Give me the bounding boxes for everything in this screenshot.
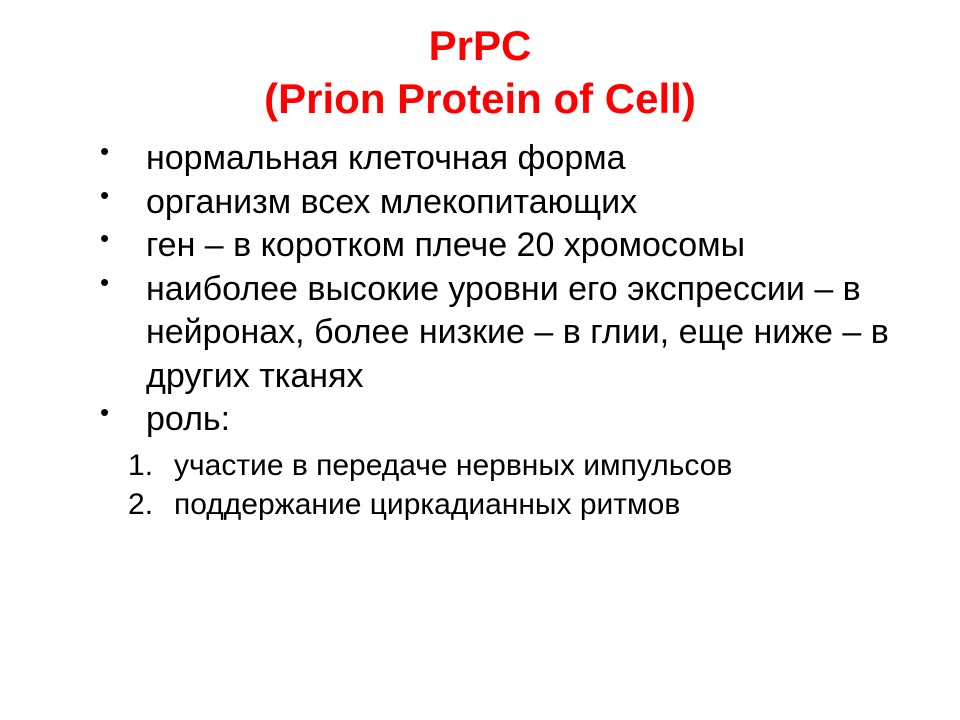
bullet-text: организм всех млекопитающих (146, 183, 637, 221)
list-item: организм всех млекопитающих (100, 181, 920, 225)
numbered-list: участие в передаче нервных импульсов под… (40, 446, 920, 524)
list-item: участие в передаче нервных импульсов (128, 446, 920, 485)
slide-title: PrPC (Prion Protein of Cell) (40, 20, 920, 125)
bullet-list: нормальная клеточная форма организм всех… (40, 137, 920, 442)
bullet-text: нормальная клеточная форма (146, 139, 626, 177)
title-line-2: (Prion Protein of Cell) (40, 73, 920, 126)
list-item: поддержание циркадианных ритмов (128, 485, 920, 524)
numbered-text: поддержание циркадианных ритмов (174, 488, 680, 521)
list-item: роль: (100, 398, 920, 442)
numbered-text: участие в передаче нервных импульсов (174, 449, 732, 482)
list-item: наиболее высокие уровни его экспрессии –… (100, 268, 920, 399)
title-line-1: PrPC (40, 20, 920, 73)
bullet-text: ген – в коротком плече 20 хромосомы (146, 226, 745, 264)
list-item: ген – в коротком плече 20 хромосомы (100, 224, 920, 268)
list-item: нормальная клеточная форма (100, 137, 920, 181)
bullet-text: наиболее высокие уровни его экспрессии –… (146, 270, 889, 395)
bullet-text: роль: (146, 400, 230, 438)
slide: PrPC (Prion Protein of Cell) нормальная … (0, 0, 960, 720)
